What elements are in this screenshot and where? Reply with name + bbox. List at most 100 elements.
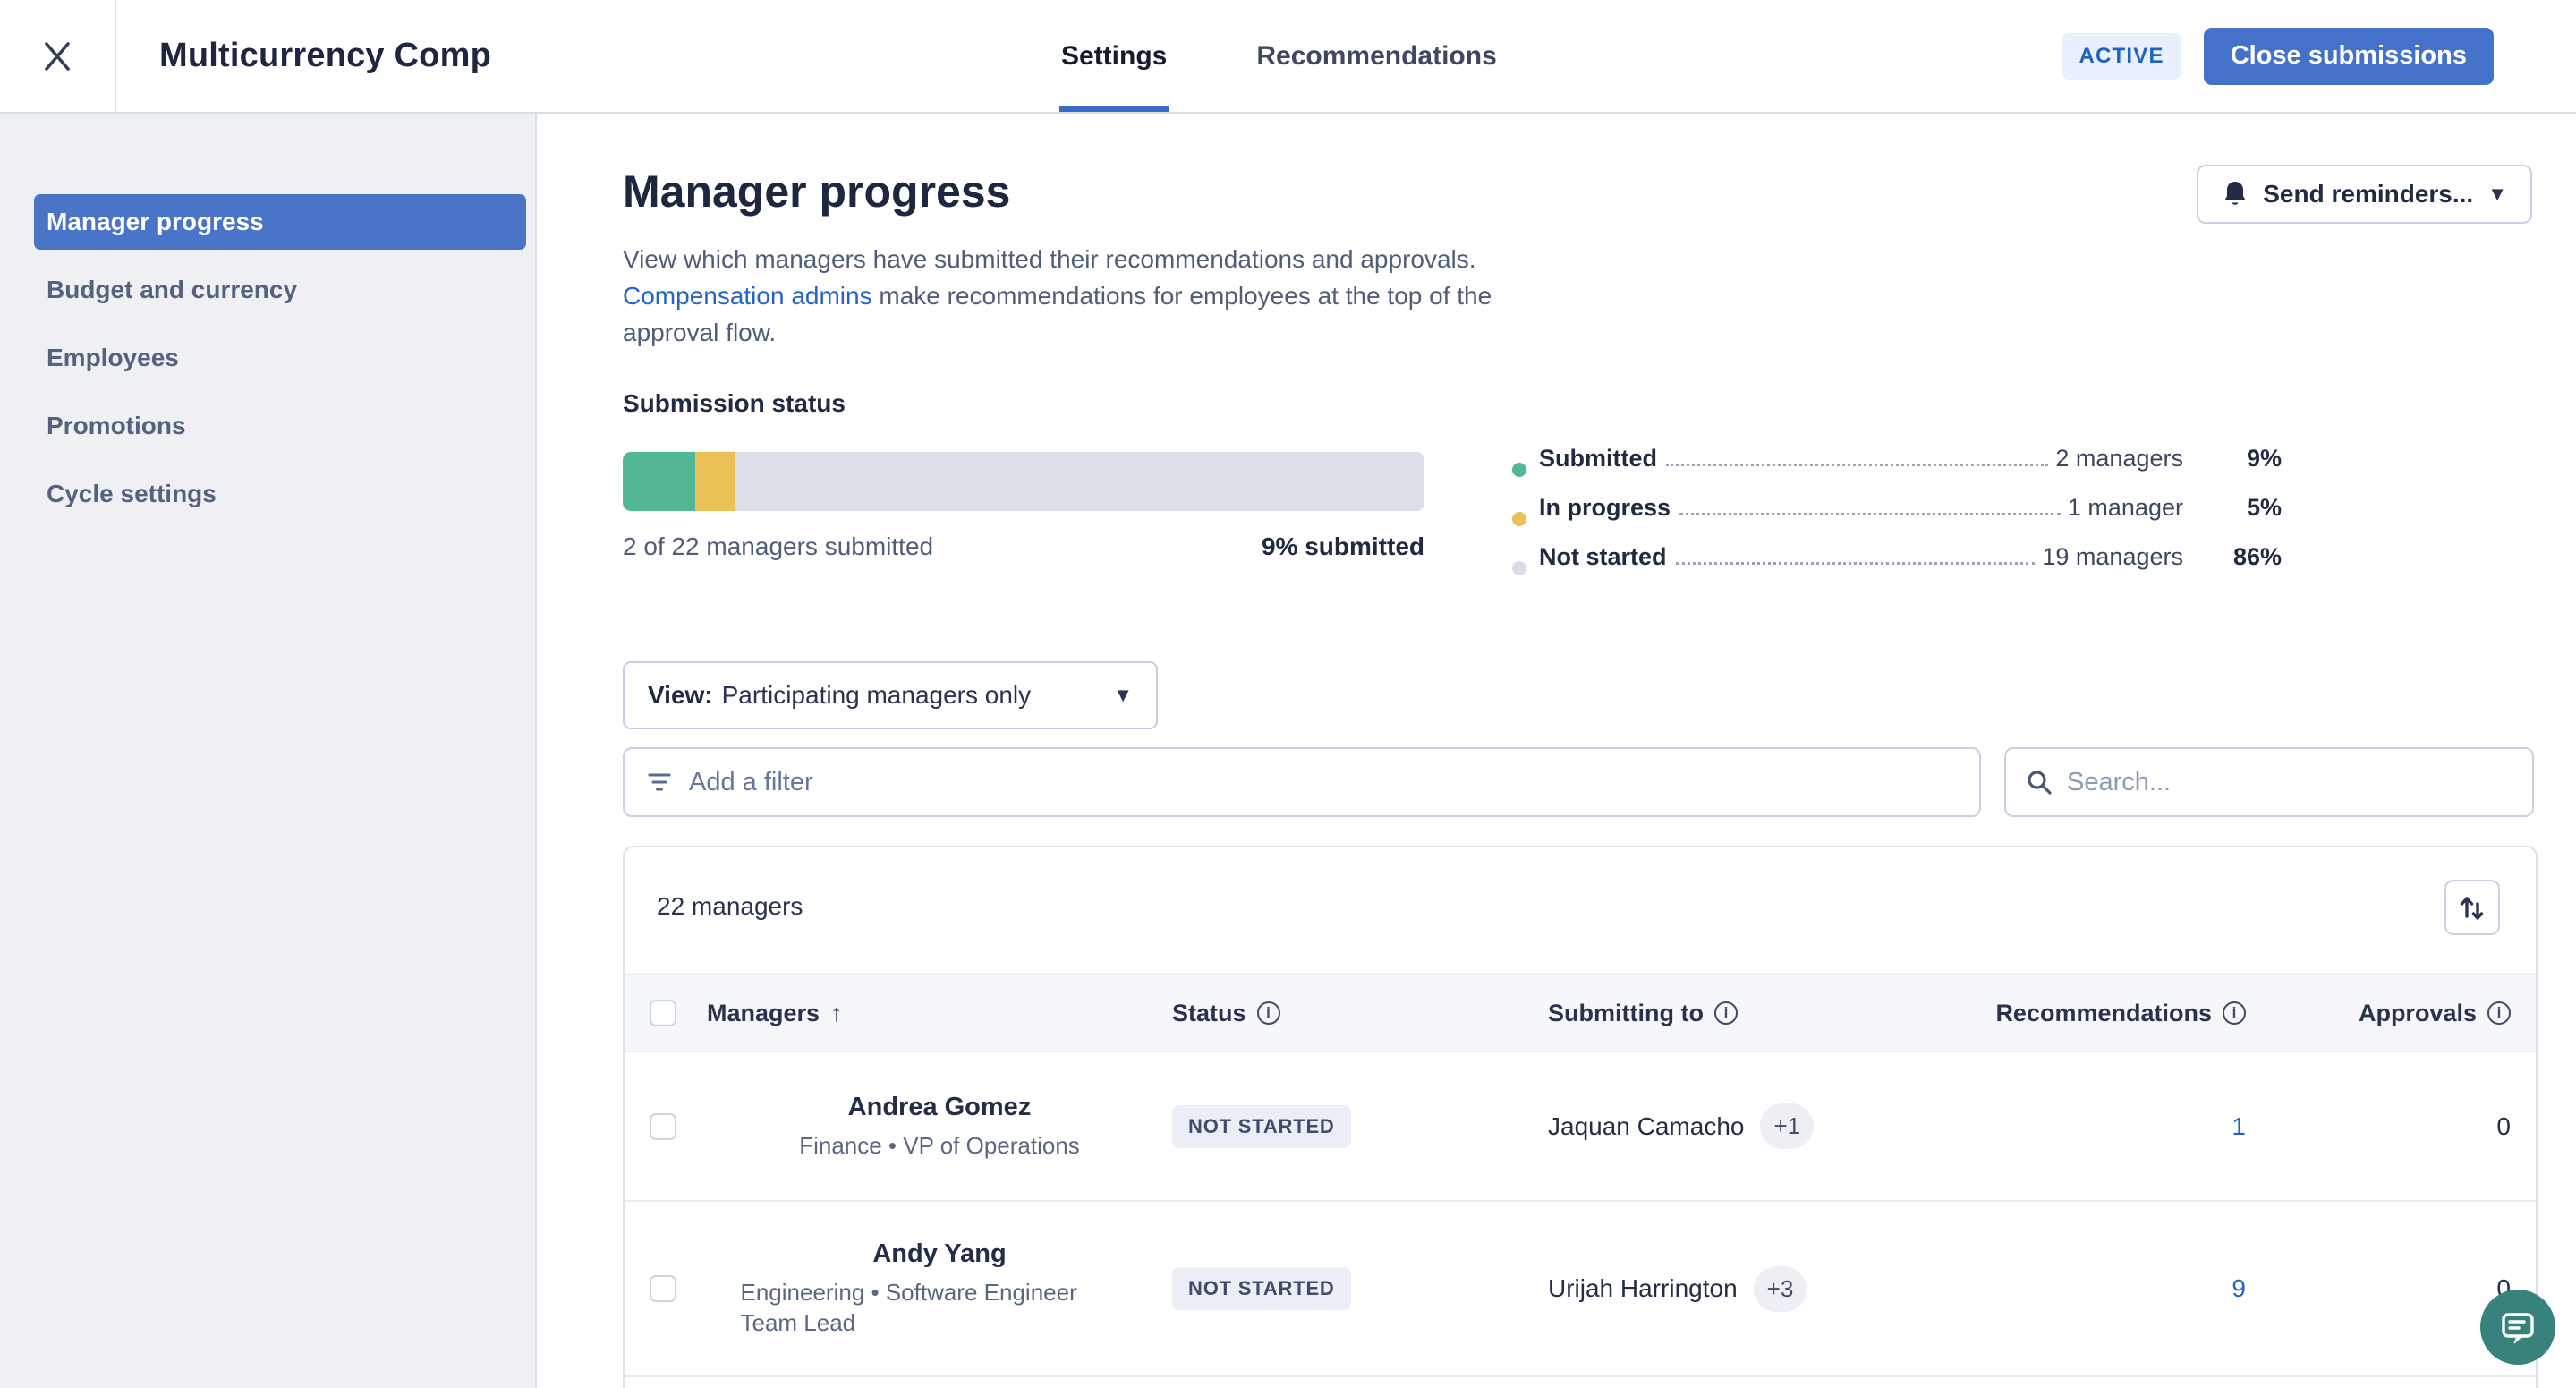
page-description: View which managers have submitted their…	[623, 241, 1585, 351]
add-filter-input[interactable]: Add a filter	[623, 747, 1981, 817]
sort-button[interactable]	[2444, 880, 2500, 935]
additional-approvers-pill[interactable]: +1	[1760, 1103, 1815, 1149]
recommendations-count-link[interactable]: 9	[2232, 1274, 2246, 1302]
sidebar-item-manager-progress[interactable]: Manager progress	[34, 194, 526, 250]
legend-count: 19 managers	[2042, 543, 2183, 570]
table-header-row: Managers ↑ Status i Submitting to i Reco…	[625, 974, 2536, 1052]
view-dropdown-prefix: View:	[648, 681, 713, 709]
legend-row-not-started: Not started 19 managers 86%	[1512, 543, 2282, 592]
description-line1: View which managers have submitted their…	[623, 245, 1476, 273]
column-header-approvals: Approvals i	[2246, 1000, 2511, 1027]
sort-arrows-icon	[2457, 892, 2487, 923]
column-header-managers[interactable]: Managers ↑	[707, 1000, 1172, 1027]
view-dropdown-value: Participating managers only	[721, 681, 1032, 709]
submitting-to-cell: Jaquan Camacho +1	[1548, 1103, 2004, 1149]
info-icon[interactable]: i	[2223, 1001, 2246, 1025]
chat-bubble-icon	[2497, 1307, 2538, 1348]
sidebar-item-promotions[interactable]: Promotions	[47, 412, 186, 439]
submitting-to-name: Urijah Harrington	[1548, 1274, 1738, 1302]
description-rest: make recommendations for employees at th…	[623, 282, 1492, 346]
legend-label: Submitted	[1539, 445, 1657, 472]
status-badge: ACTIVE	[2062, 32, 2181, 80]
in-progress-dot-icon	[1512, 511, 1526, 526]
column-label: Approvals	[2358, 999, 2477, 1026]
search-field	[2004, 747, 2534, 817]
progress-segment-in-progress	[694, 452, 735, 511]
manager-name: Andrea Gomez	[847, 1092, 1032, 1121]
status-cell: NOT STARTED	[1172, 1104, 1548, 1148]
info-icon[interactable]: i	[1713, 1001, 1738, 1025]
legend-label: Not started	[1539, 543, 1667, 570]
status-cell: NOT STARTED	[1172, 1267, 1548, 1310]
manager-cell: Andrea Gomez Finance • VP of Operations	[707, 1093, 1172, 1161]
managers-table-card: 22 managers Managers ↑ Status i Submitti…	[623, 846, 2538, 1388]
submitting-to-name: Jaquan Camacho	[1548, 1111, 1745, 1140]
manager-role: Engineering • Software Engineer Team Lea…	[740, 1279, 1077, 1336]
cycle-title: Multicurrency Comp	[159, 37, 491, 74]
compensation-admins-link[interactable]: Compensation admins	[623, 282, 872, 310]
search-input[interactable]	[2067, 767, 2512, 797]
legend-row-in-progress: In progress 1 manager 5%	[1512, 494, 2282, 543]
column-header-recommendations: Recommendations i	[1995, 1000, 2246, 1027]
chevron-down-icon: ▼	[1113, 684, 1133, 706]
progress-segment-not-started	[735, 452, 1424, 511]
sidebar-item-budget-and-currency[interactable]: Budget and currency	[47, 276, 298, 303]
table-row: Andrea Gomez Finance • VP of Operations …	[625, 1052, 2536, 1202]
progress-captions: 2 of 22 managers submitted 9% submitted	[623, 532, 1424, 561]
submission-legend: Submitted 2 managers 9% In progress 1 ma…	[1512, 445, 2282, 592]
table-toolbar: 22 managers	[625, 847, 2536, 974]
row-checkbox[interactable]	[650, 1275, 676, 1302]
sidebar-item-cycle-settings[interactable]: Cycle settings	[47, 480, 217, 507]
settings-sidebar: Manager progress Budget and currency Emp…	[0, 114, 537, 1388]
chevron-down-icon: ▼	[2487, 183, 2507, 205]
submitted-dot-icon	[1512, 462, 1526, 477]
info-icon[interactable]: i	[1256, 1001, 1280, 1025]
sidebar-item-employees[interactable]: Employees	[47, 344, 179, 371]
column-header-submitting-to: Submitting to i	[1548, 1000, 2004, 1027]
legend-percent: 9%	[2246, 445, 2282, 472]
bell-icon	[2222, 180, 2249, 209]
help-chat-button[interactable]	[2480, 1290, 2555, 1365]
info-icon[interactable]: i	[2487, 1001, 2511, 1025]
legend-count: 2 managers	[2055, 445, 2183, 472]
approvals-count: 0	[2496, 1111, 2511, 1140]
additional-approvers-pill[interactable]: +3	[1753, 1265, 1807, 1312]
legend-leader	[1679, 513, 2061, 515]
tab-recommendations[interactable]: Recommendations	[1256, 40, 1497, 71]
manager-role: Finance • VP of Operations	[799, 1131, 1080, 1159]
topbar-divider	[115, 0, 116, 112]
close-submissions-button[interactable]: Close submissions	[2203, 27, 2494, 85]
legend-leader	[1675, 562, 2036, 565]
close-cycle-button[interactable]	[0, 0, 115, 112]
legend-row-submitted: Submitted 2 managers 9%	[1512, 445, 2282, 494]
legend-count: 1 manager	[2067, 494, 2183, 521]
managers-count: 22 managers	[657, 892, 803, 920]
send-reminders-button[interactable]: Send reminders... ▼	[2197, 165, 2532, 224]
sort-ascending-icon: ↑	[830, 999, 843, 1026]
topbar-tabs: Settings Recommendations	[1059, 0, 1499, 112]
status-badge: NOT STARTED	[1172, 1104, 1351, 1148]
legend-leader	[1666, 464, 2049, 466]
page-title: Manager progress	[623, 166, 1011, 217]
row-checkbox[interactable]	[650, 1112, 676, 1140]
select-all-checkbox[interactable]	[650, 1000, 676, 1026]
send-reminders-label: Send reminders...	[2263, 180, 2474, 208]
recommendations-count-link[interactable]: 1	[2232, 1111, 2246, 1140]
column-header-status: Status i	[1172, 1000, 1548, 1027]
progress-bar	[623, 452, 1424, 511]
status-badge: NOT STARTED	[1172, 1267, 1351, 1310]
main-content: Manager progress Send reminders... ▼ Vie…	[537, 114, 2576, 1388]
submission-progress: 2 of 22 managers submitted 9% submitted	[623, 452, 1424, 561]
view-dropdown[interactable]: View: Participating managers only ▼	[623, 661, 1158, 729]
column-label: Managers	[707, 999, 820, 1026]
legend-percent: 5%	[2246, 494, 2282, 521]
progress-segment-submitted	[623, 452, 695, 511]
search-icon	[2026, 769, 2053, 796]
legend-label: In progress	[1539, 494, 1671, 521]
column-label: Recommendations	[1995, 999, 2212, 1026]
close-icon	[41, 40, 73, 72]
submitting-to-cell: Urijah Harrington +3	[1548, 1265, 2004, 1312]
topbar: Multicurrency Comp Settings Recommendati…	[0, 0, 2576, 114]
tab-settings[interactable]: Settings	[1059, 0, 1169, 112]
table-row: Andy Yang Engineering • Software Enginee…	[625, 1202, 2536, 1377]
